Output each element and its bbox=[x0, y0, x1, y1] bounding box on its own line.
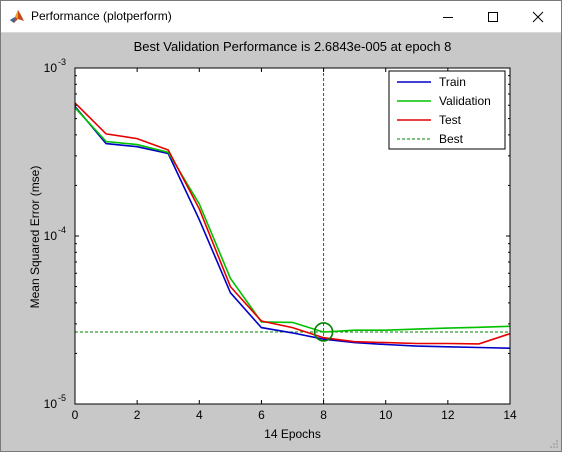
matlab-icon bbox=[9, 8, 25, 24]
maximize-button[interactable] bbox=[470, 1, 515, 32]
validation-line bbox=[74, 107, 511, 333]
y-tick-label: 10 bbox=[44, 61, 58, 75]
title-separator bbox=[1, 32, 561, 33]
minimize-button[interactable] bbox=[425, 1, 470, 32]
x-tick-label: 0 bbox=[72, 408, 79, 422]
minimize-icon bbox=[442, 17, 453, 18]
x-tick-label: 8 bbox=[320, 408, 327, 422]
close-button[interactable] bbox=[515, 1, 560, 32]
resize-grip-icon[interactable] bbox=[549, 439, 559, 449]
legend-label-train: Train bbox=[439, 75, 466, 89]
y-tick-exponent: -4 bbox=[58, 225, 66, 235]
legend-box bbox=[388, 70, 506, 150]
best-point-marker bbox=[313, 322, 334, 342]
train-line bbox=[74, 105, 511, 349]
title-bar[interactable]: Performance (plotperform) bbox=[1, 1, 561, 32]
test-line bbox=[74, 102, 511, 345]
y-tick-label: 10 bbox=[44, 397, 58, 411]
x-axis-label: 14 Epochs bbox=[264, 427, 321, 441]
maximize-icon bbox=[487, 12, 498, 22]
x-tick-label: 10 bbox=[379, 408, 393, 422]
y-tick-exponent: -3 bbox=[58, 57, 66, 67]
y-tick-label: 10 bbox=[44, 229, 58, 243]
y-axis-label: Mean Squared Error (mse) bbox=[28, 165, 42, 309]
x-tick-label: 6 bbox=[258, 408, 265, 422]
x-tick-label: 2 bbox=[134, 408, 141, 422]
legend-label-test: Test bbox=[439, 113, 462, 127]
close-icon bbox=[532, 11, 543, 23]
x-tick-label: 14 bbox=[503, 408, 517, 422]
chart-title: Best Validation Performance is 2.6843e-0… bbox=[133, 39, 452, 54]
x-tick-label: 12 bbox=[441, 408, 455, 422]
x-tick-label: 4 bbox=[196, 408, 203, 422]
window-title: Performance (plotperform) bbox=[31, 9, 172, 23]
legend-label-best: Best bbox=[439, 132, 464, 146]
legend-label-validation: Validation bbox=[439, 94, 491, 108]
y-tick-exponent: -5 bbox=[58, 393, 66, 403]
